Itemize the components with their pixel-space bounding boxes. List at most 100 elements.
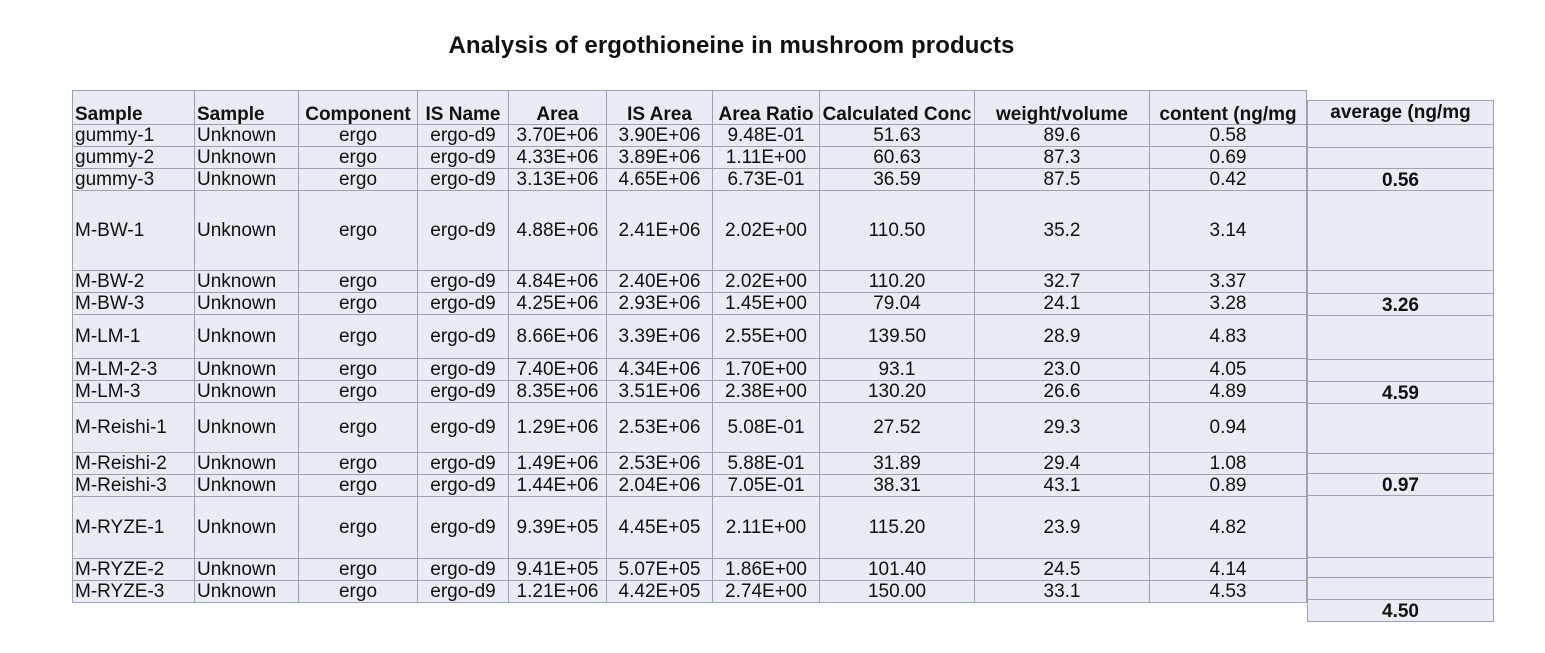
content-cell: 4.82 (1149, 496, 1307, 559)
is-name-cell: ergo-d9 (417, 452, 509, 475)
header-calculated-conc: Calculated Conc (819, 90, 975, 125)
content-cell: 4.05 (1149, 358, 1307, 381)
component-cell: ergo (298, 452, 418, 475)
is-area-cell: 2.04E+06 (606, 474, 713, 497)
sample-type-cell: Unknown (194, 496, 299, 559)
calculated-conc-cell: 93.1 (819, 358, 975, 381)
is-area-cell: 4.45E+05 (606, 496, 713, 559)
content-cell: 0.89 (1149, 474, 1307, 497)
table-row: M-LM-2-3 Unknown ergo ergo-d9 7.40E+06 4.34E+… (72, 358, 1307, 381)
table-row: gummy-1 Unknown ergo ergo-d9 3.70E+06 3.90E+0… (72, 124, 1307, 147)
weight-volume-cell: 33.1 (974, 580, 1150, 603)
header-area-ratio: Area Ratio (712, 90, 820, 125)
area-cell: 8.35E+06 (508, 380, 607, 403)
is-area-cell: 2.53E+06 (606, 452, 713, 475)
is-name-cell: ergo-d9 (417, 314, 509, 359)
component-cell: ergo (298, 496, 418, 559)
content-cell: 4.14 (1149, 558, 1307, 581)
component-cell: ergo (298, 580, 418, 603)
sample-cell: gummy-3 (72, 168, 195, 191)
sample-type-cell: Unknown (194, 380, 299, 403)
component-cell: ergo (298, 402, 418, 453)
header-average: average (ng/mg (1307, 100, 1494, 125)
component-cell: ergo (298, 146, 418, 169)
is-name-cell: ergo-d9 (417, 168, 509, 191)
area-cell: 7.40E+06 (508, 358, 607, 381)
sample-cell: M-BW-2 (72, 270, 195, 293)
sample-cell: M-Reishi-1 (72, 402, 195, 453)
average-value: 0.97 (1307, 473, 1494, 496)
sample-cell: M-LM-2-3 (72, 358, 195, 381)
weight-volume-cell: 32.7 (974, 270, 1150, 293)
table-row: M-BW-2 Unknown ergo ergo-d9 4.84E+06 2.40E+06… (72, 270, 1307, 293)
calculated-conc-cell: 51.63 (819, 124, 975, 147)
is-area-cell: 5.07E+05 (606, 558, 713, 581)
header-area: Area (508, 90, 607, 125)
table-row: M-Reishi-1 Unknown ergo ergo-d9 1.29E+06 2.53… (72, 402, 1307, 453)
area-cell: 9.39E+05 (508, 496, 607, 559)
weight-volume-cell: 89.6 (974, 124, 1150, 147)
sample-cell: M-Reishi-3 (72, 474, 195, 497)
sample-cell: M-LM-1 (72, 314, 195, 359)
content-cell: 0.69 (1149, 146, 1307, 169)
calculated-conc-cell: 130.20 (819, 380, 975, 403)
component-cell: ergo (298, 558, 418, 581)
is-name-cell: ergo-d9 (417, 580, 509, 603)
area-ratio-cell: 2.02E+00 (712, 190, 820, 271)
area-ratio-cell: 2.74E+00 (712, 580, 820, 603)
calculated-conc-cell: 36.59 (819, 168, 975, 191)
weight-volume-cell: 26.6 (974, 380, 1150, 403)
weight-volume-cell: 87.5 (974, 168, 1150, 191)
area-cell: 4.88E+06 (508, 190, 607, 271)
calculated-conc-cell: 31.89 (819, 452, 975, 475)
area-cell: 4.33E+06 (508, 146, 607, 169)
component-cell: ergo (298, 270, 418, 293)
table-row: M-BW-3 Unknown ergo ergo-d9 4.25E+06 2.93E+06… (72, 292, 1307, 315)
is-area-cell: 4.65E+06 (606, 168, 713, 191)
content-cell: 4.83 (1149, 314, 1307, 359)
sample-type-cell: Unknown (194, 474, 299, 497)
average-value: 3.26 (1307, 293, 1494, 316)
area-cell: 1.44E+06 (508, 474, 607, 497)
table-row: M-Reishi-3 Unknown ergo ergo-d9 1.44E+06 2.04… (72, 474, 1307, 497)
average-value: 4.50 (1307, 599, 1494, 622)
header-sample: Sample (72, 90, 195, 125)
sample-type-cell: Unknown (194, 168, 299, 191)
content-cell: 4.89 (1149, 380, 1307, 403)
header-row: Sample Sample Component IS Name Area IS … (72, 90, 1307, 125)
sample-type-cell: Unknown (194, 358, 299, 381)
sample-type-cell: Unknown (194, 146, 299, 169)
table-row: M-RYZE-3 Unknown ergo ergo-d9 1.21E+06 4.42E+… (72, 580, 1307, 603)
sample-cell: M-LM-3 (72, 380, 195, 403)
component-cell: ergo (298, 314, 418, 359)
area-ratio-cell: 1.11E+00 (712, 146, 820, 169)
table-row: M-RYZE-1 Unknown ergo ergo-d9 9.39E+05 4.45E+… (72, 496, 1307, 559)
weight-volume-cell: 29.3 (974, 402, 1150, 453)
content-cell: 1.08 (1149, 452, 1307, 475)
area-ratio-cell: 2.38E+00 (712, 380, 820, 403)
area-ratio-cell: 1.45E+00 (712, 292, 820, 315)
calculated-conc-cell: 38.31 (819, 474, 975, 497)
weight-volume-cell: 43.1 (974, 474, 1150, 497)
sample-type-cell: Unknown (194, 452, 299, 475)
area-cell: 3.70E+06 (508, 124, 607, 147)
average-column: average (ng/mg 0.56 3.26 4.59 0.97 4.50 (1307, 100, 1494, 622)
average-value: 0.56 (1307, 168, 1494, 191)
content-cell: 4.53 (1149, 580, 1307, 603)
content-cell: 0.58 (1149, 124, 1307, 147)
area-cell: 9.41E+05 (508, 558, 607, 581)
area-ratio-cell: 1.70E+00 (712, 358, 820, 381)
component-cell: ergo (298, 124, 418, 147)
sample-type-cell: Unknown (194, 314, 299, 359)
content-cell: 3.14 (1149, 190, 1307, 271)
area-cell: 1.49E+06 (508, 452, 607, 475)
is-name-cell: ergo-d9 (417, 402, 509, 453)
sample-cell: M-BW-3 (72, 292, 195, 315)
average-table: average (ng/mg 0.56 3.26 4.59 0.97 4.50 (1307, 100, 1494, 622)
calculated-conc-cell: 60.63 (819, 146, 975, 169)
weight-volume-cell: 35.2 (974, 190, 1150, 271)
area-ratio-cell: 6.73E-01 (712, 168, 820, 191)
is-name-cell: ergo-d9 (417, 190, 509, 271)
table-row: M-BW-1 Unknown ergo ergo-d9 4.88E+06 2.41E+06… (72, 190, 1307, 271)
calculated-conc-cell: 101.40 (819, 558, 975, 581)
